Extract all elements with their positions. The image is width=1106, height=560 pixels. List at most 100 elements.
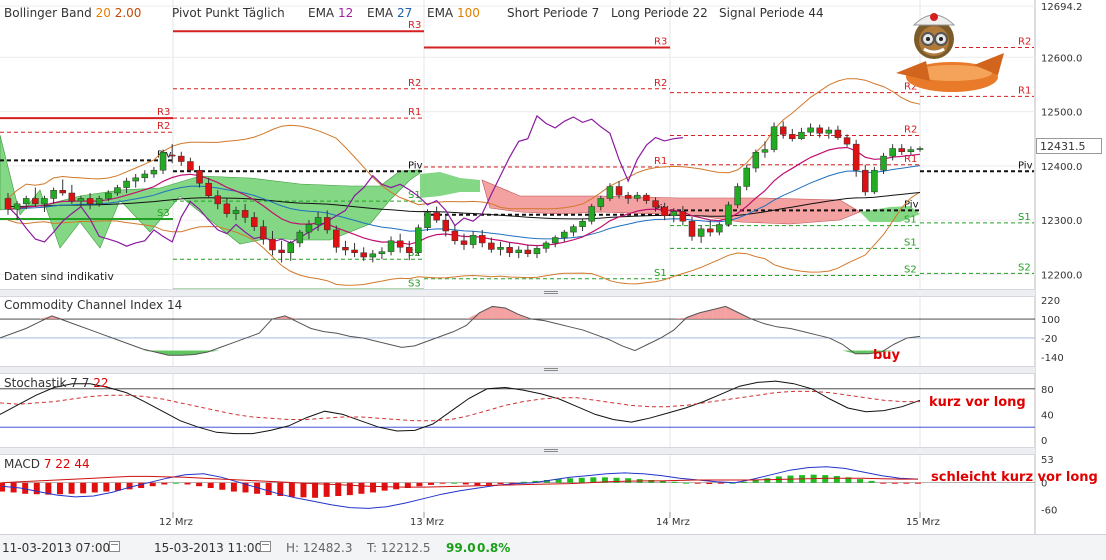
panel-splitter-2[interactable] [0,366,1035,374]
candle-body [706,228,714,233]
ema27-legend[interactable]: EMA 27 [367,6,412,20]
macd-tick-label: 0 [1041,479,1047,490]
bollinger-lower [7,191,921,286]
stoch-tick-label: 0 [1041,436,1047,447]
macd-histogram-bar [833,476,840,483]
candle-body [241,210,249,218]
candle-body [661,206,668,217]
pivot-label-r1: R1 [408,107,421,118]
short-period-value: 7 [591,6,600,20]
price-tick-label: 12694.2 [1041,2,1082,13]
candle-body [852,143,860,171]
cci-legend[interactable]: Commodity Channel Index 14 [4,298,182,312]
candle-body [916,148,924,150]
price-tick-label: 12400.0 [1041,162,1082,173]
macd-histogram-bar [393,482,400,490]
macd-histogram-bar [22,482,29,494]
ema100-legend[interactable]: EMA 100 [427,6,480,20]
candle-body [205,182,212,196]
candle-body [561,231,568,238]
candle-body [597,198,605,207]
candle-body [743,167,750,187]
calendar-icon[interactable] [109,541,120,552]
candle-body [907,149,915,152]
panel-splitter-3[interactable] [0,447,1035,455]
cci-overbought-fill [466,312,480,320]
ema27-label: EMA [367,6,394,20]
macd-histogram-bar [254,482,261,494]
candle-body [168,154,176,157]
macd-histogram-bar [451,482,458,484]
cci-overbought-fill [699,309,713,320]
stoch-legend[interactable]: Stochastik 7 7 22 [4,376,109,390]
current-price-value: 12431.5 [1040,140,1086,153]
macd-p3: 44 [74,457,90,471]
long-period-legend[interactable]: Long Periode 22 [611,6,708,20]
pivot-label-r2: R2 [904,124,917,135]
macd-histogram-bar [439,482,446,484]
x-tick-label: 15 Mrz [906,517,940,528]
signal-period-legend[interactable]: Signal Periode 44 [719,6,824,20]
candle-body [542,242,550,249]
macd-histogram-bar [683,482,690,484]
ema12-legend[interactable]: EMA 12 [308,6,353,20]
candle-body [570,226,577,233]
macd-histogram-bar [404,482,411,488]
candle-body [898,148,906,152]
candle-body [770,126,778,150]
candle-body [834,129,842,138]
candle-body [141,173,149,179]
macd-histogram-bar [764,478,771,483]
macd-histogram-bar [485,482,492,485]
candle-body [497,247,504,250]
macd-histogram-bar [694,482,701,484]
cci-period: 14 [166,298,183,312]
candle-body [77,198,85,202]
pivot-label-s1: S1 [654,268,667,279]
period-low: T: 12212.5 [367,541,431,555]
change-percent: 0.8% [477,541,511,555]
candle-body [196,169,203,184]
chikou-line [7,114,683,247]
pivot-label-r1: R1 [904,154,917,165]
bollinger-period: 20 [95,6,111,20]
macd-histogram-bar [335,482,342,496]
current-price-readout: 12431.5 [1036,138,1102,154]
range-end: 15-03-2013 11:00 [154,541,263,555]
macd-histogram-bar [91,482,98,493]
candle-body [725,204,732,225]
cci-overbought-fill [479,306,493,320]
sub-panels [0,305,1035,509]
pivot-label-r2: R2 [157,121,170,132]
candle-body [533,248,541,255]
candle-body [159,152,167,171]
candle-body [652,200,659,208]
ichimoku-cloud-green [420,172,480,198]
macd-histogram-bar [323,482,330,497]
macd-histogram-bar [288,482,295,497]
candle-body [716,224,723,233]
macd-legend[interactable]: MACD 7 22 44 [4,457,90,471]
pivot-legend[interactable]: Pivot Punkt Täglich [172,6,285,20]
short-period-legend[interactable]: Short Periode 7 [507,6,599,20]
macd-histogram-bar [822,475,829,483]
candle-body [32,198,39,205]
panel-splitter-1[interactable] [0,289,1035,297]
bollinger-dev: 2.00 [114,6,142,20]
bollinger-label: Bollinger Band [4,6,92,20]
cci-overbought-fill [673,317,687,320]
grid-layer [0,0,1036,534]
calendar-icon[interactable] [260,541,271,552]
pivot-label-r3: R3 [408,20,421,31]
pivot-label-r3: R3 [654,37,667,48]
stoch-d-line [0,390,920,422]
macd-histogram-bar [625,478,632,483]
macd-histogram-bar [370,482,377,493]
candle-body [843,137,851,145]
candle-body [250,217,258,227]
period-high: H: 12482.3 [286,541,353,555]
data-disclaimer: Daten sind indikativ [4,270,114,283]
bollinger-legend[interactable]: Bollinger Band 20 2.00 [4,6,141,20]
candle-body [825,129,833,134]
cci-oversold-fill [168,350,182,356]
